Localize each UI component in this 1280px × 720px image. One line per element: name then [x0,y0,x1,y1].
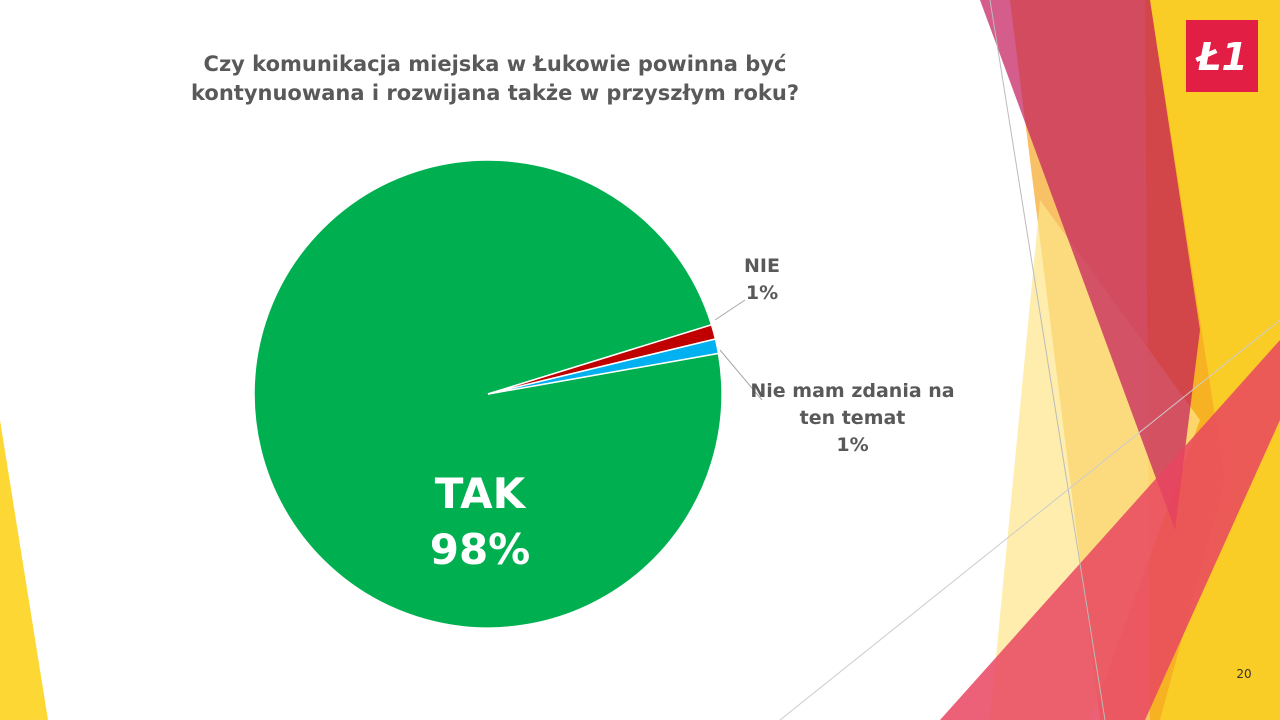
leader-line [719,349,763,401]
leader-line [714,299,746,321]
value-label: 98% [429,525,531,574]
logo: Ł1 [1195,35,1248,79]
slice-label: TAK [434,469,526,518]
slice-label: NIE [744,255,780,277]
page-number: 20 [1236,667,1251,681]
value-label: 1% [836,434,869,456]
title-line: kontynuowana i rozwijana także w przyszł… [191,81,799,105]
value-label: 1% [745,282,779,304]
title-line: Czy komunikacja miejska w Łukowie powinn… [203,52,787,76]
slice-label: Nie mam zdania na ten temat [750,380,955,429]
pie-slice [487,338,720,395]
